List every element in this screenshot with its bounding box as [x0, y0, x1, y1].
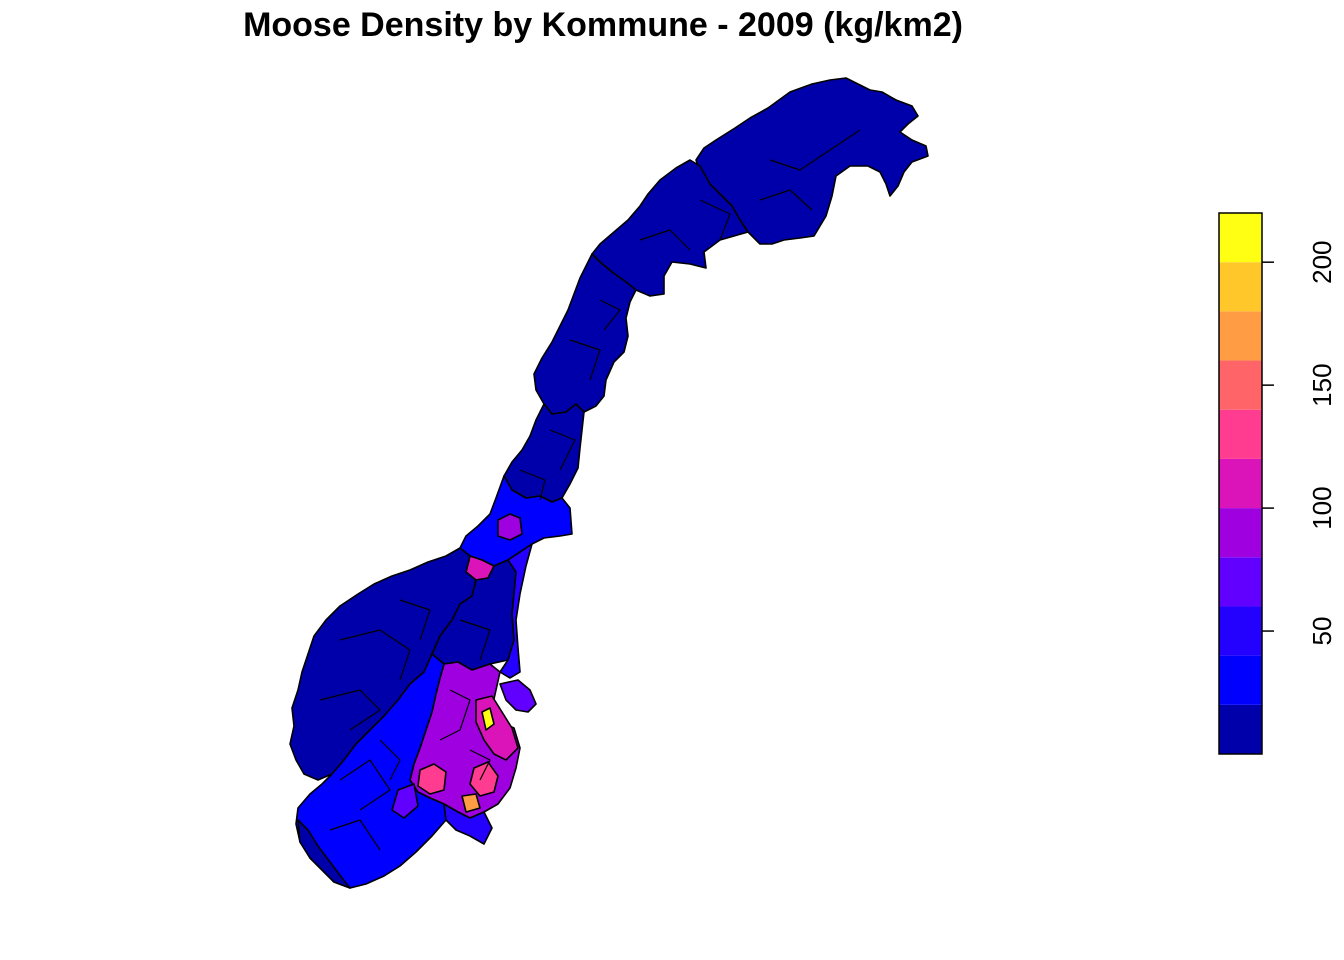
legend-swatch: [1219, 704, 1262, 754]
legend-frame: [1218, 212, 1263, 755]
legend-tick-label: 200: [1307, 240, 1337, 283]
region-oslofjord-west: [443, 803, 493, 845]
legend-tick-label: 50: [1307, 617, 1337, 646]
legend-swatch: [1219, 213, 1262, 263]
legend-swatch: [1219, 508, 1262, 558]
color-legend: 50 100 150 200: [1218, 212, 1337, 755]
region-orange: [461, 793, 481, 813]
legend-tick-label: 150: [1307, 363, 1337, 406]
legend-swatch: [1219, 409, 1262, 459]
legend-swatch: [1219, 262, 1262, 312]
legend-swatch: [1219, 360, 1262, 410]
legend-swatch: [1219, 458, 1262, 509]
region-troms: [591, 159, 749, 297]
region-trondelag-purple: [497, 513, 523, 541]
region-nordland: [533, 253, 637, 415]
region-east-pink: [417, 763, 447, 795]
legend-swatch: [1219, 655, 1262, 705]
legend-swatch: [1219, 557, 1262, 607]
municipality-borders: [319, 129, 861, 851]
region-oslo-pink: [469, 761, 499, 797]
map-title: Moose Density by Kommune - 2009 (kg/km2): [243, 6, 963, 44]
region-hedmark-east: [499, 543, 533, 679]
norway-map: [289, 77, 929, 889]
legend-swatch: [1219, 606, 1262, 656]
legend-tick-label: 100: [1307, 486, 1337, 529]
legend-swatch: [1219, 311, 1262, 361]
region-south-coast: [297, 819, 351, 889]
region-telemark-purple: [391, 783, 419, 819]
region-trondelag-north: [503, 403, 585, 503]
region-yellow: [481, 707, 495, 731]
region-varmland-border: [499, 679, 537, 713]
